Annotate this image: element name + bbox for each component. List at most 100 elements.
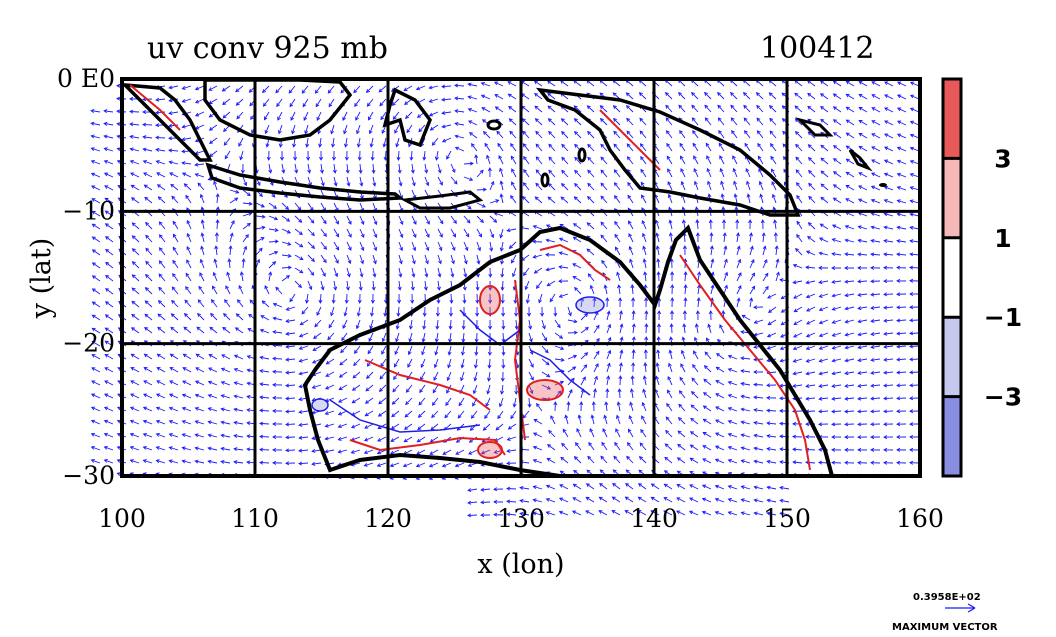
wind-vector (909, 344, 920, 349)
wind-vector (612, 105, 621, 113)
wind-vector (857, 319, 868, 324)
wind-vector (682, 245, 687, 256)
wind-vector (305, 293, 309, 304)
wind-vector (498, 155, 504, 165)
wind-vector (896, 305, 907, 310)
wind-vector (714, 458, 725, 464)
wind-vector (909, 409, 920, 414)
wind-vector (541, 371, 551, 378)
wind-vector (129, 147, 140, 152)
wind-vector (883, 292, 894, 297)
wind-vector (500, 267, 505, 278)
wind-vector (208, 124, 218, 131)
wind-vector (185, 286, 192, 295)
colorbar-segment-2 (943, 237, 961, 318)
wind-vector (155, 459, 166, 464)
wind-vector (845, 119, 855, 126)
wind-vector (677, 417, 686, 425)
wind-vector (831, 306, 842, 311)
wind-vector (306, 150, 311, 161)
wind-vector (355, 319, 361, 330)
wind-vector (572, 483, 582, 490)
wind-vector (143, 353, 153, 360)
wind-vector (691, 377, 699, 386)
wind-vector (259, 460, 270, 465)
wind-vector (613, 169, 621, 178)
wind-vector (820, 144, 829, 152)
wind-vector (567, 330, 578, 335)
wind-vector (577, 414, 582, 425)
wind-vector (259, 421, 270, 426)
wind-vector (730, 91, 738, 100)
wind-vector (681, 219, 686, 230)
wind-vector (130, 353, 140, 360)
x-axis-label: x (lon) (477, 549, 564, 580)
wind-vector (664, 443, 673, 451)
wind-vector (194, 420, 205, 425)
wind-vector (807, 105, 816, 113)
wind-vector (103, 109, 114, 114)
wind-vector (666, 142, 673, 152)
wind-vector (496, 130, 504, 139)
wind-vector (480, 513, 491, 518)
wind-vector (637, 496, 647, 503)
wind-vector (312, 345, 322, 351)
wind-vector (130, 380, 140, 386)
wind-vector (766, 383, 777, 388)
wind-vector (548, 156, 556, 165)
wind-vector (368, 332, 374, 343)
wind-vector (343, 137, 348, 148)
wind-vector (318, 293, 323, 304)
wind-vector (601, 441, 608, 451)
wind-vector (766, 511, 777, 516)
wind-vector (720, 180, 725, 191)
wind-vector (341, 332, 348, 342)
wind-vector (168, 446, 179, 451)
wind-vector (587, 143, 595, 152)
wind-vector (558, 251, 569, 256)
wind-vector (831, 345, 842, 350)
wind-vector (130, 197, 140, 204)
wind-vector (171, 195, 179, 204)
wind-vector (667, 389, 673, 399)
wind-vector (818, 251, 829, 256)
wind-vector (227, 258, 232, 269)
wind-vector (753, 319, 764, 324)
wind-vector (909, 265, 920, 270)
coastline-islet-2 (540, 172, 550, 188)
wind-vector (391, 397, 400, 405)
wind-vector (293, 150, 298, 161)
wind-vector (669, 258, 674, 269)
wind-vector (535, 130, 543, 139)
wind-vector (437, 267, 442, 278)
wind-vector (365, 85, 374, 93)
wind-vector (181, 161, 192, 166)
wind-vector (640, 155, 647, 165)
wind-vector (807, 157, 816, 165)
wind-vector (398, 241, 404, 252)
wind-vector (91, 223, 101, 230)
wind-vector (870, 279, 881, 284)
wind-vector (766, 332, 777, 338)
wind-vector (476, 228, 482, 238)
positive-contour-8 (526, 379, 564, 401)
wind-vector (450, 176, 458, 185)
wind-vector (831, 279, 842, 284)
wind-vector (420, 358, 426, 369)
wind-vector (858, 81, 868, 87)
wind-vector (499, 241, 504, 252)
wind-vector (655, 245, 660, 256)
wind-vector (534, 93, 543, 100)
wind-vector (197, 299, 205, 308)
wind-vector (272, 369, 283, 374)
wind-vector (600, 234, 608, 243)
wind-vector (642, 388, 647, 399)
wind-vector (909, 133, 920, 139)
wind-vector (185, 272, 192, 282)
wind-vector (467, 107, 478, 113)
wind-vector (461, 332, 466, 343)
wind-vector (285, 370, 296, 375)
wind-vector (325, 358, 335, 365)
wind-vector (884, 120, 894, 126)
wind-vector (493, 487, 504, 492)
